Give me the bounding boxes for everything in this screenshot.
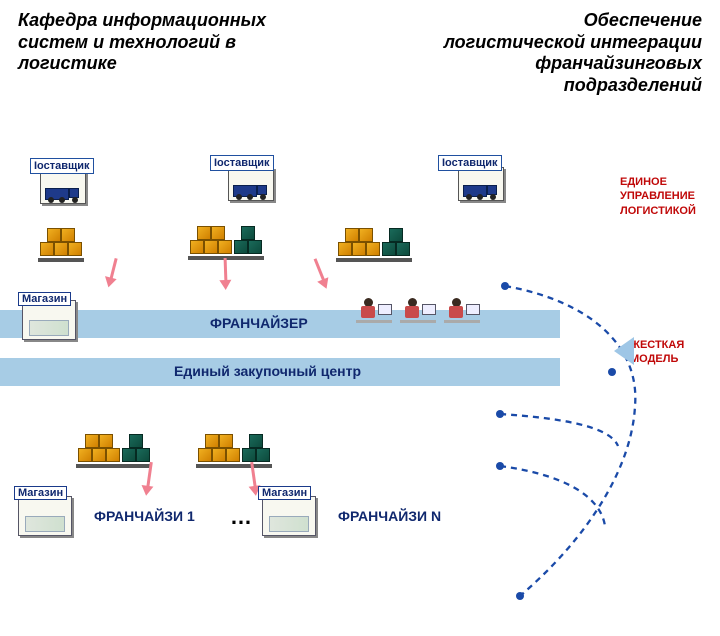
hm2: МОДЕЛЬ — [630, 352, 684, 366]
truck-icon-0 — [40, 170, 86, 204]
workstation-icon-1 — [400, 298, 438, 330]
supplier-label-0: Іоставщик — [30, 158, 94, 174]
shop-label-2: Магазин — [258, 486, 311, 500]
hr2: логистической интеграции — [374, 32, 702, 54]
supplier-label-1: Іоставщик — [210, 155, 274, 171]
franchisee-n-label: ФРАНЧАЙЗИ N — [338, 508, 441, 524]
truck-icon-1 — [228, 167, 274, 201]
flow-arrow-icon — [224, 258, 228, 282]
hm1: ЖЕСТКАЯ — [630, 338, 684, 352]
unified-text: ЕДИНОЕ УПРАВЛЕНИЕ ЛОГИСТИКОЙ — [620, 175, 696, 218]
workstation-icon-2 — [444, 298, 482, 330]
hr1: Обеспечение — [374, 10, 702, 32]
header: Кафедра информационных систем и технолог… — [0, 0, 720, 96]
hl2: систем и технологий в — [18, 32, 346, 54]
shop-label-0: Магазин — [18, 292, 71, 306]
header-left: Кафедра информационных систем и технолог… — [18, 10, 346, 96]
shop-icon-2: М — [262, 496, 316, 536]
shop-label-1: Магазин — [14, 486, 67, 500]
shop-icon-0: М — [22, 300, 76, 340]
supplier-label-2: Іоставщик — [438, 155, 502, 171]
truck-icon-2 — [458, 167, 504, 201]
franchisee-1-label: ФРАНЧАЙЗИ 1 — [94, 508, 195, 524]
hr4: подразделений — [374, 75, 702, 97]
hard-model-text: ЖЕСТКАЯ МОДЕЛЬ — [630, 338, 684, 367]
header-right: Обеспечение логистической интеграции фра… — [374, 10, 702, 96]
triangle-arrow-icon — [614, 337, 634, 365]
franchiser-label: ФРАНЧАЙЗЕР — [210, 315, 308, 331]
ut2: УПРАВЛЕНИЕ — [620, 189, 696, 203]
shop-icon-1: М — [18, 496, 72, 536]
hl1: Кафедра информационных — [18, 10, 346, 32]
workstation-icon-0 — [356, 298, 394, 330]
purchasing-label: Единый закупочный центр — [174, 363, 361, 379]
ut3: ЛОГИСТИКОЙ — [620, 204, 696, 218]
hl3: логистике — [18, 53, 346, 75]
flow-arrow-icon — [109, 258, 117, 280]
ellipsis: … — [230, 504, 255, 530]
flow-arrow-icon — [314, 258, 326, 281]
hr3: франчайзинговых — [374, 53, 702, 75]
ut1: ЕДИНОЕ — [620, 175, 696, 189]
